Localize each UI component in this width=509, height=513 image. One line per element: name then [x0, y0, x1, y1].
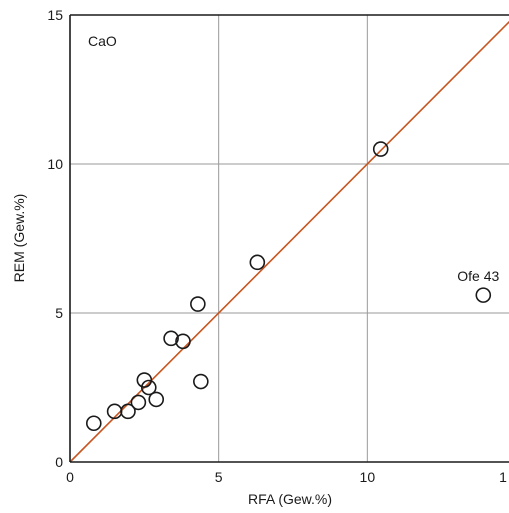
data-point-3: [130, 394, 147, 411]
x-tick-label-3: 1: [499, 469, 507, 485]
x-axis-title: RFA (Gew.%): [248, 491, 332, 507]
data-point-11: [249, 254, 266, 271]
grid: [70, 15, 509, 462]
data-point-12: [372, 141, 389, 157]
y-tick-label-2: 10: [47, 156, 63, 172]
y-tick-label-1: 5: [55, 305, 63, 321]
data-point-4: [136, 372, 153, 388]
y-axis-title: REM (Gew.%): [11, 194, 27, 283]
x-tick-label-2: 10: [360, 469, 376, 485]
data-point-9: [190, 296, 206, 312]
axes: [69, 14, 509, 463]
point-labels: Ofe 43: [457, 268, 499, 284]
data-point-2: [120, 403, 136, 420]
data-points: [85, 141, 492, 432]
data-point-6: [148, 391, 165, 408]
data-point-7: [163, 330, 179, 347]
x-tick-label-0: 0: [66, 469, 74, 485]
data-point-5: [140, 379, 157, 396]
point-label-13: Ofe 43: [457, 268, 499, 284]
y-tick-label-3: 15: [47, 7, 63, 23]
data-point-10: [193, 373, 209, 390]
data-point-8: [175, 333, 191, 350]
panel-label: CaO: [88, 33, 117, 49]
y-tick-label-0: 0: [55, 454, 63, 470]
x-tick-label-1: 5: [215, 469, 223, 485]
data-point-13: [475, 287, 492, 303]
data-point-0: [85, 415, 102, 432]
